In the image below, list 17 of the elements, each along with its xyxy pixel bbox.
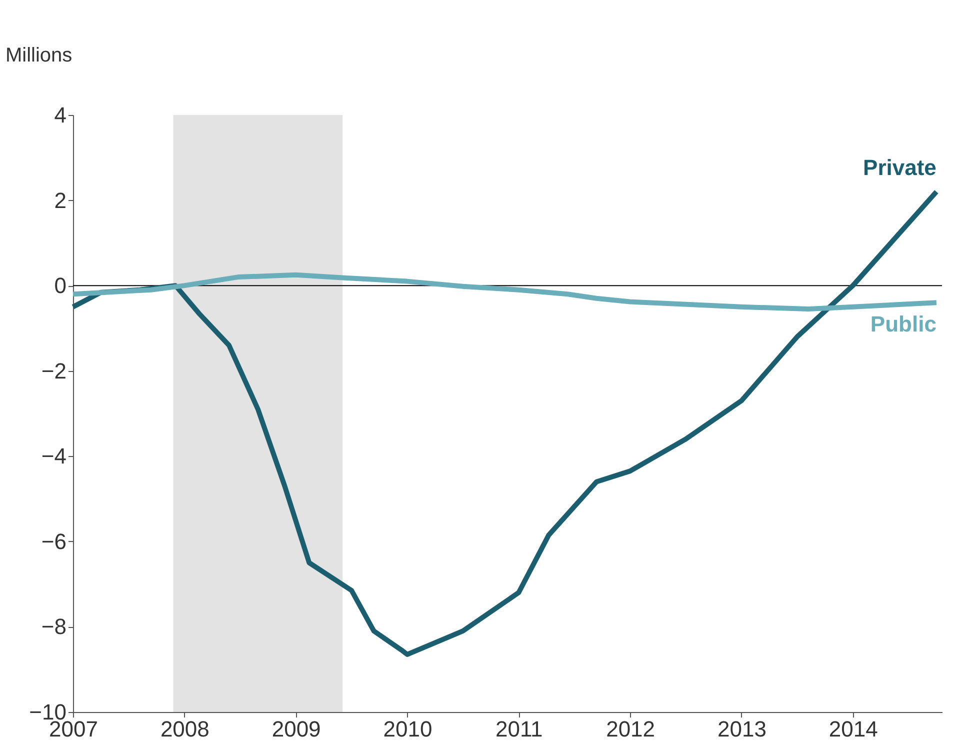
y-tick-label: −8 <box>41 614 66 640</box>
x-tick-label: 2013 <box>717 716 766 742</box>
y-tick-label: 0 <box>54 273 66 298</box>
x-tick-label: 2009 <box>272 716 321 742</box>
y-tick-label: −2 <box>41 358 66 384</box>
x-tick-label: 2014 <box>828 716 878 742</box>
x-tick-label: 2010 <box>383 716 432 742</box>
y-tick-label: 2 <box>54 188 66 213</box>
series-label: Private <box>863 154 936 180</box>
y-tick-label: −4 <box>41 444 66 469</box>
x-tick-label: 2012 <box>606 716 656 742</box>
x-tick-label: 2008 <box>160 716 210 742</box>
y-axis-title: Millions <box>6 44 72 66</box>
x-tick-label: 2011 <box>495 716 543 742</box>
y-tick-label: −6 <box>41 528 66 554</box>
series-label: Public <box>870 312 936 337</box>
y-tick-label: 4 <box>54 102 66 128</box>
